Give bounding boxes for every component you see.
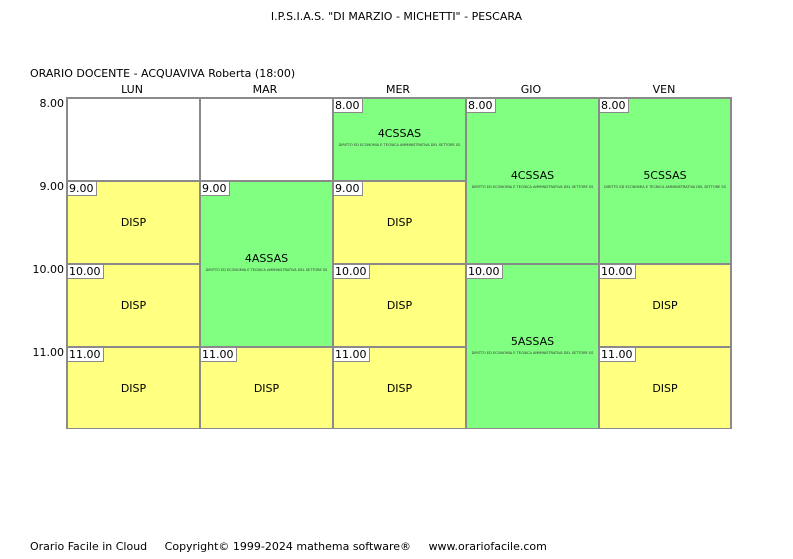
slot-class: DISP bbox=[253, 382, 280, 395]
lesson-slot[interactable]: 9.00 4ASSAS DIRITTO ED ECONOMIA E TECNIC… bbox=[200, 181, 333, 347]
day-header-gio: GIO bbox=[520, 83, 542, 96]
hour-label-8: 8.00 bbox=[39, 97, 65, 110]
slot-time: 10.00 bbox=[68, 265, 104, 279]
slot-class: 4CSSAS bbox=[377, 127, 422, 140]
day-header-lun: LUN bbox=[121, 83, 143, 96]
lesson-slot[interactable]: 8.00 4CSSAS DIRITTO ED ECONOMIA E TECNIC… bbox=[333, 98, 466, 181]
slot-time: 11.00 bbox=[600, 348, 636, 362]
slot-subject: DIRITTO ED ECONOMIA E TECNICA AMMINISTRA… bbox=[471, 185, 594, 189]
slot-time: 8.00 bbox=[467, 99, 496, 113]
slot-subject: DIRITTO ED ECONOMIA E TECNICA AMMINISTRA… bbox=[205, 268, 328, 272]
slot-class: DISP bbox=[386, 382, 413, 395]
slot-class: DISP bbox=[652, 382, 678, 395]
slot-subject: DIRITTO ED ECONOMIA E TECNICA AMMINISTRA… bbox=[471, 351, 594, 355]
teacher-schedule-title: ORARIO DOCENTE - ACQUAVIVA Roberta (18:0… bbox=[30, 67, 296, 80]
lesson-slot[interactable]: 8.00 4CSSAS DIRITTO ED ECONOMIA E TECNIC… bbox=[466, 98, 599, 264]
slot-time: 10.00 bbox=[334, 265, 370, 279]
lesson-slot[interactable]: 11.00 DISP bbox=[67, 347, 200, 429]
lesson-slot[interactable]: 10.00 DISP bbox=[67, 264, 200, 347]
lesson-slot[interactable]: 10.00 5ASSAS DIRITTO ED ECONOMIA E TECNI… bbox=[466, 264, 599, 429]
lesson-slot[interactable]: 9.00 DISP bbox=[333, 181, 466, 264]
slot-time: 10.00 bbox=[467, 265, 503, 279]
lesson-slot[interactable]: 8.00 5CSSAS DIRITTO ED ECONOMIA E TECNIC… bbox=[599, 98, 731, 264]
slot-class: DISP bbox=[120, 299, 147, 312]
empty-slot bbox=[67, 98, 200, 181]
lesson-slot[interactable]: 11.00 DISP bbox=[599, 347, 731, 429]
slot-class: DISP bbox=[120, 382, 147, 395]
slot-subject: DIRITTO ED ECONOMIA E TECNICA AMMINISTRA… bbox=[604, 185, 726, 189]
lesson-slot[interactable]: 9.00 DISP bbox=[67, 181, 200, 264]
slot-subject: DIRITTO ED ECONOMIA E TECNICA AMMINISTRA… bbox=[338, 143, 461, 147]
slot-class: 5ASSAS bbox=[510, 335, 555, 348]
slot-time: 9.00 bbox=[201, 182, 230, 196]
slot-class: 4ASSAS bbox=[244, 252, 289, 265]
lesson-slot[interactable]: 10.00 DISP bbox=[333, 264, 466, 347]
slot-class: 5CSSAS bbox=[643, 169, 687, 182]
footer-website-link[interactable]: www.orariofacile.com bbox=[428, 540, 547, 553]
timetable-grid: 9.00 DISP 10.00 DISP 11.00 DISP 9.00 4AS… bbox=[66, 97, 732, 429]
hour-label-11: 11.00 bbox=[32, 346, 65, 359]
lesson-slot[interactable]: 10.00 DISP bbox=[599, 264, 731, 347]
day-header-mar: MAR bbox=[252, 83, 278, 96]
day-header-mer: MER bbox=[385, 83, 411, 96]
hour-label-10: 10.00 bbox=[32, 263, 65, 276]
hour-label-9: 9.00 bbox=[39, 180, 65, 193]
lesson-slot[interactable]: 11.00 DISP bbox=[333, 347, 466, 429]
slot-time: 8.00 bbox=[334, 99, 363, 113]
slot-class: DISP bbox=[120, 216, 147, 229]
footer-copyright: Copyright© 1999-2024 mathema software® bbox=[164, 540, 412, 553]
slot-time: 9.00 bbox=[68, 182, 97, 196]
day-header-ven: VEN bbox=[652, 83, 676, 96]
footer: Orario Facile in Cloud Copyright© 1999-2… bbox=[30, 540, 561, 553]
slot-class: DISP bbox=[386, 299, 413, 312]
school-title: I.P.S.I.A.S. "DI MARZIO - MICHETTI" - PE… bbox=[270, 10, 523, 23]
footer-product: Orario Facile in Cloud bbox=[30, 540, 148, 553]
slot-time: 11.00 bbox=[68, 348, 104, 362]
slot-time: 11.00 bbox=[334, 348, 370, 362]
slot-class: 4CSSAS bbox=[510, 169, 555, 182]
empty-slot bbox=[200, 98, 333, 181]
slot-time: 11.00 bbox=[201, 348, 237, 362]
slot-time: 9.00 bbox=[334, 182, 363, 196]
slot-class: DISP bbox=[386, 216, 413, 229]
slot-time: 10.00 bbox=[600, 265, 636, 279]
slot-time: 8.00 bbox=[600, 99, 629, 113]
slot-class: DISP bbox=[652, 299, 678, 312]
lesson-slot[interactable]: 11.00 DISP bbox=[200, 347, 333, 429]
